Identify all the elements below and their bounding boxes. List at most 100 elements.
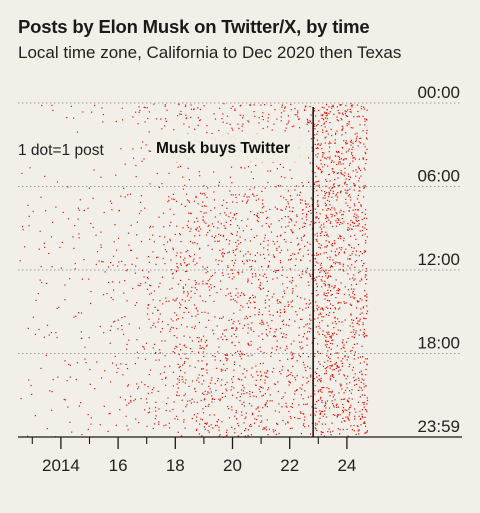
post-dot [188,200,190,202]
post-dot [282,269,284,271]
post-dot [231,127,233,129]
post-dot [94,388,96,390]
post-dot [297,417,299,420]
post-dot [306,382,308,384]
post-dot [268,254,270,256]
post-dot [246,202,248,204]
post-dot [344,350,346,352]
post-dot [27,435,29,437]
post-dot [310,114,312,116]
post-dot [298,327,300,329]
post-dot [324,280,326,282]
post-dot [282,419,284,422]
post-dot [363,185,365,187]
post-dot [202,368,205,370]
post-dot [236,201,238,204]
post-dot [180,304,182,306]
post-dot [334,242,336,244]
post-dot [332,104,334,106]
post-dot [225,354,227,356]
post-dot [244,193,246,195]
post-dot [202,351,205,353]
post-dot [244,376,246,378]
post-dot [27,204,29,206]
post-dot [276,277,278,279]
post-dot [324,246,326,248]
post-dot [188,278,190,281]
post-dot [349,244,351,246]
post-dot [333,376,335,378]
post-dot [366,148,368,150]
post-dot [197,310,199,312]
post-dot [279,301,281,303]
post-dot [299,191,301,193]
post-dot [163,226,165,228]
post-dot [158,408,160,410]
post-dot [221,317,223,319]
post-dot [327,235,329,237]
post-dot [343,293,345,296]
post-dot [154,306,156,308]
post-dot [242,115,244,117]
post-dot [230,194,232,196]
post-dot [286,406,288,408]
post-dot [206,393,208,395]
post-dot [132,287,134,290]
post-dot [280,195,282,197]
post-dot [304,298,306,300]
post-dot [326,118,329,120]
post-dot [345,132,347,134]
post-dot [329,259,331,261]
post-dot [231,260,233,262]
post-dot [92,226,94,228]
post-dot [316,185,318,187]
post-dot [251,282,253,284]
post-dot [354,415,356,417]
post-dot [69,278,71,280]
post-dot [330,142,332,144]
post-dot [207,271,209,273]
post-dot [135,164,137,167]
post-dot [302,347,304,349]
post-dot [358,300,360,302]
post-dot [342,403,344,406]
post-dot [320,431,322,433]
post-dot [248,300,250,302]
post-dot [357,209,359,211]
post-dot [301,384,303,386]
post-dot [184,361,186,363]
post-dot [353,274,355,276]
post-dot [232,327,234,329]
post-dot [260,243,262,245]
post-dot [326,277,328,279]
post-dot [271,400,273,402]
post-dot [256,235,258,237]
post-dot [337,352,339,354]
post-dot [325,231,327,233]
post-dot [327,272,329,274]
post-dot [340,172,342,174]
post-dot [258,410,260,412]
post-dot [347,109,349,111]
post-dot [344,355,346,357]
post-dot [292,365,294,367]
post-dot [184,382,186,384]
post-dot [334,209,336,211]
post-dot [333,287,335,289]
post-dot [250,171,252,173]
post-dot [301,239,303,241]
post-dot [117,265,119,267]
post-dot [334,363,336,365]
post-dot [225,329,227,331]
post-dot [328,270,330,272]
post-dot [341,223,343,225]
post-dot [337,109,339,112]
post-dot [300,276,302,279]
post-dot [335,261,337,263]
post-dot [331,332,334,335]
post-dot [155,351,157,354]
post-dot [320,163,322,165]
post-dot [309,314,311,316]
post-dot [186,224,188,227]
post-dot [343,398,346,400]
